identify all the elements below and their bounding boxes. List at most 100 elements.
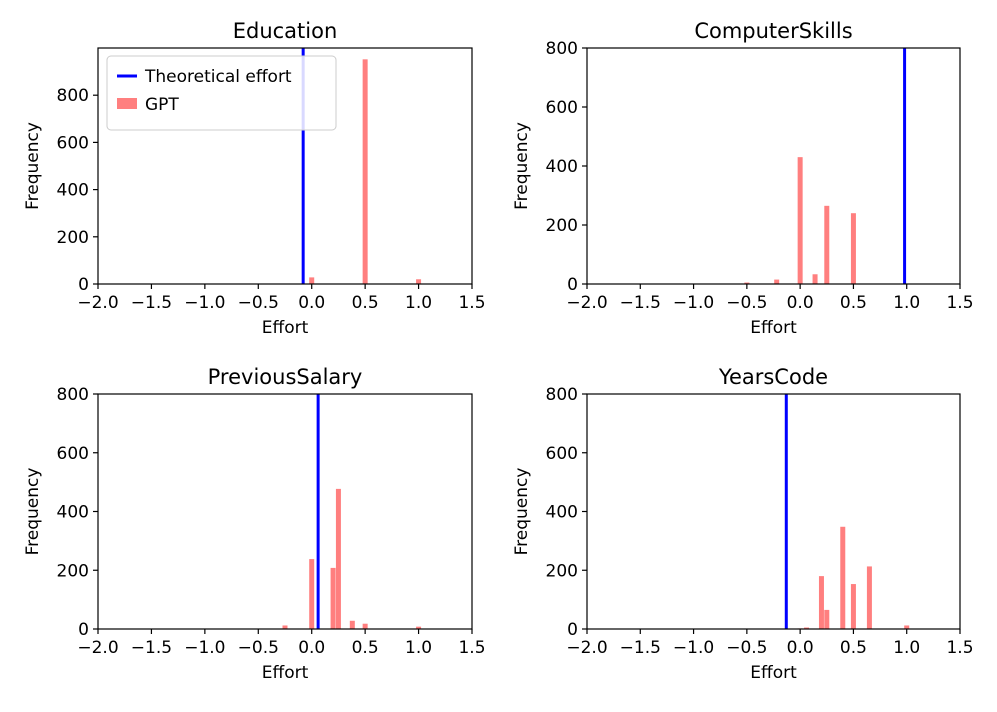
subplot-yearscode: −2.0 −1.5 −1.0 −0.5 0.0 0.5 1.0 1.5 0 200 400 600 80…: [512, 365, 974, 683]
histogram-bar: [824, 205, 830, 284]
x-tick-label: −1.0: [673, 638, 714, 658]
y-tick-label: 800: [57, 385, 89, 405]
histogram-bar: [349, 620, 355, 629]
subplot-previoussalary: −2.0 −1.5 −1.0 −0.5 0.0 0.5 1.0 1.5 0 200 400 600 80…: [23, 365, 486, 683]
histogram-bar: [904, 625, 910, 629]
y-tick-label: 600: [546, 98, 578, 118]
y-tick-label: 600: [546, 444, 578, 464]
x-tick-label: 1.5: [946, 293, 973, 313]
y-tick-label: 800: [546, 39, 578, 59]
x-tick-label: −1.5: [131, 293, 172, 313]
y-tick-label: 600: [57, 444, 89, 464]
histogram-bar: [797, 157, 803, 284]
x-tick-label: −1.0: [184, 638, 225, 658]
y-tick-label: 0: [567, 275, 578, 295]
x-tick-label: −2.0: [77, 638, 118, 658]
x-tick-label: −0.5: [726, 638, 767, 658]
y-tick-label: 400: [546, 503, 578, 523]
histogram-bar: [818, 576, 824, 629]
legend: Theoretical effort GPT: [106, 55, 337, 131]
y-tick-label: 0: [78, 620, 89, 640]
subplot-education: −2.0 −1.5 −1.0 −0.5 0.0 0.5 1.0 1.5 0 200 400 600 80…: [23, 19, 486, 338]
x-tick-label: −1.5: [620, 293, 661, 313]
y-tick-label: 400: [546, 157, 578, 177]
y-axis-label: Frequency: [23, 122, 43, 210]
chart-title: YearsCode: [718, 365, 828, 389]
x-tick-label: 0.5: [840, 638, 867, 658]
y-tick-label: 0: [567, 620, 578, 640]
x-tick-label: 0.0: [787, 293, 814, 313]
legend-box: [106, 55, 337, 131]
histogram-bar: [416, 626, 422, 629]
chart-title: ComputerSkills: [694, 19, 852, 43]
x-tick-label: 1.5: [946, 638, 973, 658]
legend-label-gpt: GPT: [145, 95, 179, 115]
histogram-bar: [309, 277, 315, 284]
x-tick-label: −1.0: [673, 293, 714, 313]
x-tick-label: 1.5: [458, 638, 485, 658]
y-axis-label: Frequency: [512, 122, 532, 210]
x-tick-label: −0.5: [726, 293, 767, 313]
x-tick-label: −0.5: [238, 638, 279, 658]
histogram-bar: [840, 526, 846, 629]
x-tick-label: 1.0: [893, 638, 920, 658]
x-tick-label: −2.0: [566, 293, 607, 313]
histogram-bar: [309, 559, 315, 629]
y-tick-label: 800: [57, 86, 89, 106]
x-tick-label: 0.5: [840, 293, 867, 313]
histogram-bar: [866, 566, 872, 629]
histogram-bar: [744, 282, 750, 284]
y-axis-label: Frequency: [512, 468, 532, 556]
y-tick-label: 200: [546, 216, 578, 236]
y-tick-label: 600: [57, 133, 89, 153]
x-tick-label: 0.0: [298, 638, 325, 658]
y-tick-label: 400: [57, 181, 89, 201]
y-tick-label: 200: [546, 561, 578, 581]
x-axis-label: Effort: [262, 318, 309, 338]
histogram-bar: [804, 627, 810, 629]
legend-bar-swatch: [117, 98, 137, 109]
axes-frame: [97, 47, 473, 285]
x-tick-label: −1.5: [131, 638, 172, 658]
y-tick-label: 400: [57, 503, 89, 523]
x-axis-label: Effort: [262, 663, 309, 683]
chart-title: PreviousSalary: [208, 365, 363, 389]
x-tick-label: −1.5: [620, 638, 661, 658]
x-tick-label: −2.0: [566, 638, 607, 658]
histogram-bar: [416, 279, 422, 284]
y-tick-label: 200: [57, 228, 89, 248]
x-tick-label: 0.5: [352, 638, 379, 658]
axes-frame: [586, 393, 961, 630]
histogram-bar: [850, 584, 856, 629]
x-tick-label: 0.5: [352, 293, 379, 313]
subplot-computerskills: −2.0 −1.5 −1.0 −0.5 0.0 0.5 1.0 1.5 0 200 400 600 80…: [512, 19, 974, 338]
histogram-bar: [362, 59, 368, 284]
x-tick-label: −2.0: [77, 293, 118, 313]
x-tick-label: 0.0: [298, 293, 325, 313]
axes-frame: [97, 393, 473, 630]
x-tick-label: 0.0: [787, 638, 814, 658]
x-tick-label: 1.5: [458, 293, 485, 313]
x-axis-label: Effort: [750, 318, 797, 338]
y-tick-label: 800: [546, 385, 578, 405]
histogram-bar: [824, 609, 830, 629]
x-tick-label: 1.0: [893, 293, 920, 313]
x-tick-label: −0.5: [238, 293, 279, 313]
chart-title: Education: [233, 19, 338, 43]
x-tick-label: −1.0: [184, 293, 225, 313]
histogram-bar: [812, 274, 818, 284]
y-tick-label: 200: [57, 561, 89, 581]
histogram-bar: [335, 488, 341, 629]
histogram-bar: [362, 623, 368, 629]
x-tick-label: 1.0: [405, 293, 432, 313]
y-axis-label: Frequency: [23, 468, 43, 556]
y-tick-label: 0: [78, 275, 89, 295]
histogram-bar: [774, 279, 780, 284]
legend-label-theoretical: Theoretical effort: [144, 67, 292, 87]
histogram-bar: [282, 625, 288, 629]
x-tick-label: 1.0: [405, 638, 432, 658]
x-axis-label: Effort: [750, 663, 797, 683]
histogram-bar: [850, 213, 856, 284]
histogram-bar: [330, 567, 336, 629]
